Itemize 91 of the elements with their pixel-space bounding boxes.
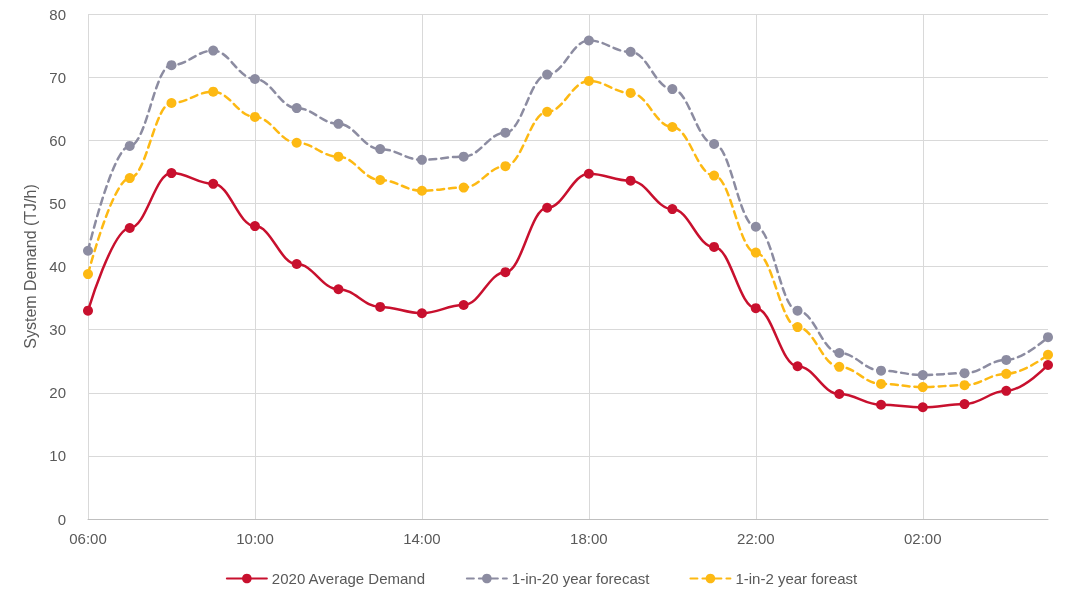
point [625, 175, 636, 186]
point [500, 127, 511, 138]
point [792, 322, 803, 333]
point [959, 380, 970, 391]
point [458, 300, 469, 310]
point [709, 170, 720, 181]
point [375, 144, 386, 155]
point [124, 173, 135, 184]
point [834, 347, 845, 358]
point [917, 402, 928, 413]
point [667, 122, 678, 132]
point [416, 154, 427, 165]
legend-label: 2020 Average Demand [271, 570, 426, 587]
point [124, 140, 135, 151]
x-tick-label: 22:00 [737, 530, 775, 547]
legend-label: 1-in-2 year foreast [735, 570, 858, 587]
point [583, 168, 594, 179]
point [83, 269, 93, 280]
point [750, 247, 761, 258]
point [625, 87, 636, 98]
point [959, 368, 970, 379]
x-tick-label: 14:00 [403, 530, 441, 547]
point [124, 223, 135, 233]
point [1001, 368, 1012, 379]
point [83, 245, 93, 256]
y-tick-label: 0 [57, 510, 66, 528]
x-tick-label: 06:00 [69, 530, 107, 547]
point [792, 305, 803, 316]
point [667, 204, 678, 215]
point [208, 178, 219, 189]
point [83, 305, 93, 316]
x-tick-label: 02:00 [904, 530, 942, 547]
point [166, 60, 177, 71]
point [542, 69, 553, 80]
point [500, 161, 511, 172]
point [291, 258, 302, 269]
x-tick-label: 18:00 [570, 530, 608, 547]
point [750, 303, 761, 314]
point [583, 35, 594, 46]
y-tick-label: 50 [49, 194, 66, 212]
point [166, 168, 177, 179]
point [834, 361, 845, 372]
point [333, 284, 344, 295]
point [750, 221, 761, 232]
y-tick-label: 60 [49, 131, 66, 149]
point [375, 301, 386, 312]
point [375, 175, 386, 186]
point [1043, 359, 1053, 370]
point [542, 202, 553, 213]
point [458, 151, 469, 162]
point [1001, 385, 1012, 396]
point [1043, 332, 1053, 343]
y-tick-label: 20 [49, 384, 66, 402]
point [876, 378, 887, 389]
point [1001, 354, 1012, 365]
point [208, 45, 219, 56]
point [542, 106, 553, 117]
point [917, 382, 928, 393]
point [583, 75, 594, 86]
point [876, 365, 887, 376]
point [333, 151, 344, 162]
point [876, 399, 887, 410]
point [792, 361, 803, 372]
point [458, 182, 469, 193]
y-tick-label: 10 [49, 447, 66, 465]
y-tick-label: 30 [49, 321, 66, 339]
point [959, 399, 970, 410]
point [709, 241, 720, 252]
point [500, 267, 511, 278]
y-tick-label: 70 [49, 68, 66, 86]
point [291, 137, 302, 148]
y-axis-title: System Demand (TJ/h) [21, 184, 39, 349]
point [333, 118, 344, 129]
point [1043, 349, 1053, 360]
point [166, 98, 177, 108]
point [625, 46, 636, 57]
legend-label: 1-in-20 year forecast [511, 570, 651, 587]
point [917, 370, 928, 381]
y-tick-label: 40 [49, 258, 66, 275]
point [667, 84, 678, 95]
point [291, 103, 302, 114]
point [249, 74, 260, 85]
point [249, 111, 260, 122]
point [208, 86, 219, 97]
x-tick-label: 10:00 [236, 530, 274, 547]
point [416, 185, 427, 196]
y-tick-label: 80 [49, 5, 66, 23]
point [834, 389, 845, 400]
point [249, 221, 260, 232]
point [416, 308, 427, 319]
point [709, 139, 720, 150]
